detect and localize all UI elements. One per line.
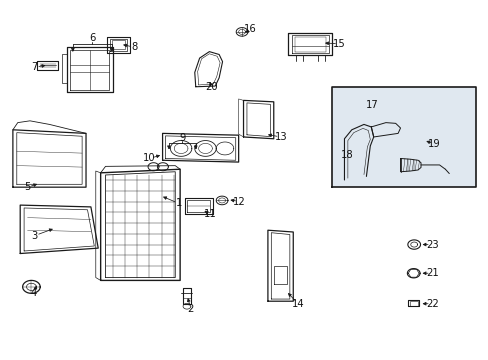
Text: 1: 1: [175, 198, 182, 208]
Text: 11: 11: [203, 209, 216, 219]
Bar: [331, 87, 475, 187]
Text: 12: 12: [233, 197, 245, 207]
Text: 21: 21: [425, 268, 438, 278]
Text: 14: 14: [291, 299, 304, 309]
Text: 10: 10: [143, 153, 155, 163]
Text: 4: 4: [31, 288, 37, 298]
Text: 23: 23: [425, 239, 438, 249]
Text: 13: 13: [274, 132, 287, 142]
Text: 8: 8: [131, 42, 138, 52]
Text: 6: 6: [89, 33, 95, 43]
Text: 2: 2: [187, 304, 194, 314]
Text: 15: 15: [332, 39, 345, 49]
Text: 18: 18: [340, 150, 352, 160]
Text: 20: 20: [204, 82, 217, 92]
Text: 17: 17: [365, 100, 378, 110]
Text: 16: 16: [244, 24, 256, 35]
Text: 3: 3: [32, 231, 38, 240]
Text: 5: 5: [24, 182, 31, 192]
Text: 19: 19: [427, 139, 440, 149]
Text: 9: 9: [179, 133, 185, 143]
Text: 7: 7: [32, 62, 38, 72]
Text: 22: 22: [425, 299, 438, 309]
